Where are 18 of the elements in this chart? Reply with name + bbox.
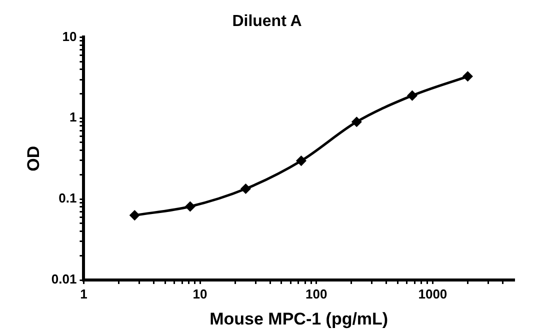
point — [185, 202, 195, 212]
chart-title: Diluent A — [232, 13, 302, 30]
x-tick-label: 10 — [192, 286, 208, 302]
point — [296, 156, 306, 166]
point — [352, 117, 362, 127]
point — [462, 72, 472, 82]
y-tick-label: 1 — [69, 110, 77, 125]
point — [407, 90, 417, 100]
y-tick-label: 10 — [62, 28, 77, 44]
y-tick-label: 0.01 — [51, 272, 77, 287]
y-axis-title: OD — [24, 146, 43, 172]
point — [240, 184, 250, 194]
x-tick-label: 1000 — [418, 286, 448, 302]
y-tick-label: 0.1 — [58, 190, 77, 206]
x-axis-title: Mouse MPC-1 (pg/mL) — [210, 309, 388, 328]
x-tick-label: 100 — [306, 286, 328, 302]
x-tick-label: 1 — [80, 286, 88, 302]
point — [130, 210, 140, 220]
